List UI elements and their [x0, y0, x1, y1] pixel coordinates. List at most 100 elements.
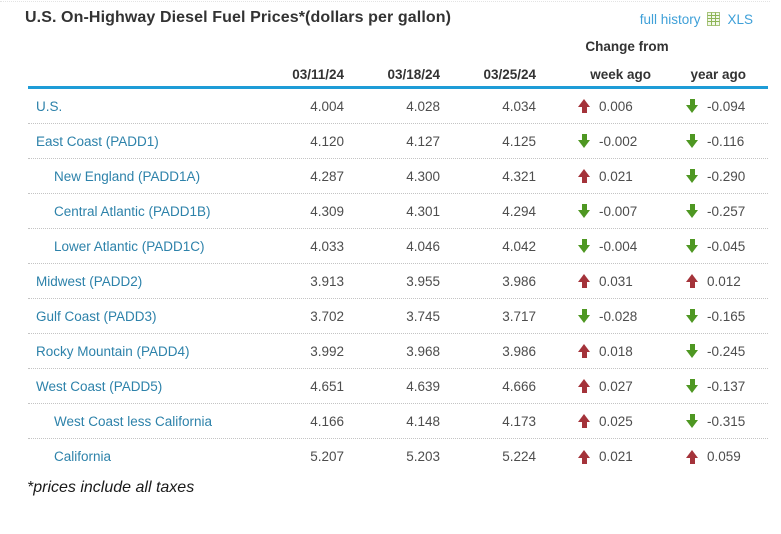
week-change-cell: 0.006 — [536, 98, 651, 114]
xls-download-link[interactable]: XLS — [727, 11, 753, 27]
price-cell: 4.173 — [502, 413, 536, 429]
week-change-cell: 0.025 — [536, 413, 651, 429]
table-row: New England (PADD1A) 4.287 4.300 4.321 0… — [28, 159, 768, 194]
change-value: -0.137 — [707, 378, 746, 394]
price-cell: 4.034 — [502, 98, 536, 114]
week-ago-column-header: week ago — [590, 67, 651, 82]
change-arrow-icon — [578, 273, 591, 289]
change-value: -0.245 — [707, 343, 746, 359]
region-link[interactable]: Midwest (PADD2) — [36, 273, 143, 289]
price-cell: 4.309 — [310, 203, 344, 219]
change-arrow-icon — [578, 449, 591, 465]
table-row: West Coast less California 4.166 4.148 4… — [28, 404, 768, 439]
region-link[interactable]: New England (PADD1A) — [54, 168, 201, 184]
year-change-cell: -0.045 — [651, 238, 768, 254]
top-divider — [0, 1, 770, 2]
region-link[interactable]: U.S. — [36, 98, 63, 114]
table-row: U.S. 4.004 4.028 4.034 0.006 -0.094 — [28, 89, 768, 124]
table-row: Lower Atlantic (PADD1C) 4.033 4.046 4.04… — [28, 229, 768, 264]
year-change-cell: -0.137 — [651, 378, 768, 394]
change-value: -0.045 — [707, 238, 746, 254]
region-link[interactable]: East Coast (PADD1) — [36, 133, 159, 149]
region-link[interactable]: Gulf Coast (PADD3) — [36, 308, 157, 324]
change-value: -0.007 — [599, 203, 638, 219]
price-cell: 3.986 — [502, 343, 536, 359]
year-change-cell: 0.059 — [651, 449, 768, 465]
date-column-header: 03/25/24 — [483, 67, 536, 82]
change-value: 0.021 — [599, 168, 633, 184]
price-cell: 4.666 — [502, 378, 536, 394]
price-cell: 4.294 — [502, 203, 536, 219]
table-row: Gulf Coast (PADD3) 3.702 3.745 3.717 -0.… — [28, 299, 768, 334]
price-cell: 4.639 — [406, 378, 440, 394]
change-arrow-icon — [686, 98, 699, 114]
year-change-cell: -0.245 — [651, 343, 768, 359]
change-arrow-icon — [578, 343, 591, 359]
change-arrow-icon — [578, 238, 591, 254]
price-cell: 4.301 — [406, 203, 440, 219]
year-change-cell: 0.012 — [651, 273, 768, 289]
week-change-cell: 0.021 — [536, 168, 651, 184]
table-header: Change from 03/11/24 03/18/24 03/25/24 w… — [28, 36, 768, 89]
region-link[interactable]: Rocky Mountain (PADD4) — [36, 343, 190, 359]
change-arrow-icon — [686, 378, 699, 394]
price-cell: 3.717 — [502, 308, 536, 324]
table-row: West Coast (PADD5) 4.651 4.639 4.666 0.0… — [28, 369, 768, 404]
change-value: 0.027 — [599, 378, 633, 394]
region-link[interactable]: West Coast (PADD5) — [36, 378, 163, 394]
change-arrow-icon — [686, 168, 699, 184]
year-change-cell: -0.165 — [651, 308, 768, 324]
week-change-cell: 0.027 — [536, 378, 651, 394]
year-change-cell: -0.315 — [651, 413, 768, 429]
change-from-label: Change from — [585, 39, 669, 54]
change-value: 0.021 — [599, 449, 633, 464]
change-value: 0.031 — [599, 273, 633, 289]
region-link[interactable]: Central Atlantic (PADD1B) — [54, 203, 211, 219]
price-cell: 5.224 — [502, 449, 536, 464]
year-change-cell: -0.257 — [651, 203, 768, 219]
year-change-cell: -0.094 — [651, 98, 768, 114]
week-change-cell: -0.028 — [536, 308, 651, 324]
change-value: -0.315 — [707, 413, 746, 429]
change-arrow-icon — [578, 168, 591, 184]
year-change-cell: -0.116 — [651, 133, 768, 149]
date-column-header: 03/11/24 — [292, 67, 344, 82]
change-arrow-icon — [578, 133, 591, 149]
price-cell: 4.148 — [406, 413, 440, 429]
price-cell: 4.028 — [406, 98, 440, 114]
price-cell: 4.042 — [502, 238, 536, 254]
change-arrow-icon — [578, 308, 591, 324]
price-cell: 4.004 — [310, 98, 344, 114]
price-cell: 3.702 — [310, 308, 344, 324]
change-value: -0.116 — [707, 133, 745, 149]
date-column-header: 03/18/24 — [387, 67, 440, 82]
region-link[interactable]: California — [54, 449, 112, 464]
price-cell: 3.745 — [406, 308, 440, 324]
header-links: full history XLS — [640, 11, 753, 27]
change-arrow-icon — [686, 308, 699, 324]
price-cell: 5.207 — [310, 449, 344, 464]
change-value: -0.028 — [599, 308, 638, 324]
price-cell: 4.046 — [406, 238, 440, 254]
price-cell: 4.300 — [406, 168, 440, 184]
region-link[interactable]: West Coast less California — [54, 413, 213, 429]
week-change-cell: 0.021 — [536, 449, 651, 465]
price-cell: 4.120 — [310, 133, 344, 149]
xls-spreadsheet-icon[interactable] — [706, 11, 721, 27]
change-arrow-icon — [686, 133, 699, 149]
price-cell: 5.203 — [406, 449, 440, 464]
full-history-link[interactable]: full history — [639, 11, 701, 27]
change-value: 0.025 — [599, 413, 633, 429]
change-value: -0.004 — [599, 238, 638, 254]
change-arrow-icon — [578, 378, 591, 394]
price-cell: 4.651 — [310, 378, 344, 394]
table-row: California 5.207 5.203 5.224 0.021 0.059 — [28, 439, 768, 474]
change-value: -0.094 — [707, 98, 746, 114]
change-arrow-icon — [686, 273, 699, 289]
region-link[interactable]: Lower Atlantic (PADD1C) — [54, 238, 205, 254]
change-arrow-icon — [686, 449, 699, 465]
region-column-spacer — [28, 67, 250, 82]
page-title: U.S. On-Highway Diesel Fuel Prices*(doll… — [25, 9, 452, 26]
table-row: Central Atlantic (PADD1B) 4.309 4.301 4.… — [28, 194, 768, 229]
change-arrow-icon — [578, 203, 591, 219]
